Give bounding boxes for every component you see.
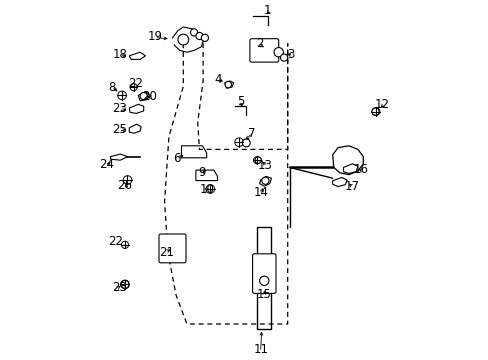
FancyBboxPatch shape: [159, 234, 185, 263]
Circle shape: [253, 157, 260, 164]
Circle shape: [178, 34, 188, 45]
Polygon shape: [129, 124, 141, 133]
Circle shape: [273, 48, 283, 57]
Text: 14: 14: [253, 186, 268, 199]
Polygon shape: [332, 177, 346, 186]
Text: 15: 15: [256, 288, 271, 301]
Circle shape: [130, 84, 137, 91]
Text: 5: 5: [237, 95, 244, 108]
Text: 18: 18: [113, 48, 127, 61]
Polygon shape: [129, 52, 145, 59]
Circle shape: [121, 280, 129, 289]
Text: 23: 23: [112, 102, 127, 115]
Text: 20: 20: [142, 90, 157, 103]
Circle shape: [280, 54, 287, 61]
Circle shape: [205, 185, 214, 193]
Polygon shape: [129, 104, 143, 113]
Text: 2: 2: [255, 37, 263, 50]
Text: 12: 12: [374, 98, 389, 111]
FancyBboxPatch shape: [252, 254, 275, 293]
Text: 1: 1: [264, 4, 271, 17]
Text: 21: 21: [159, 246, 174, 258]
Circle shape: [242, 139, 250, 147]
Circle shape: [196, 32, 203, 40]
Text: 7: 7: [247, 127, 255, 140]
Circle shape: [121, 241, 128, 248]
Text: 22: 22: [128, 77, 142, 90]
Circle shape: [371, 108, 378, 115]
Circle shape: [121, 280, 129, 288]
Polygon shape: [138, 92, 150, 101]
Circle shape: [140, 93, 147, 100]
Text: 6: 6: [173, 152, 180, 165]
Polygon shape: [224, 81, 233, 88]
Circle shape: [118, 91, 126, 100]
Text: 8: 8: [108, 81, 116, 94]
Text: 4: 4: [214, 73, 222, 86]
Circle shape: [123, 176, 132, 184]
Circle shape: [371, 108, 379, 116]
Polygon shape: [110, 154, 127, 160]
Polygon shape: [343, 164, 357, 174]
Circle shape: [261, 177, 268, 184]
Circle shape: [234, 138, 243, 147]
Text: 10: 10: [199, 183, 214, 196]
FancyBboxPatch shape: [249, 39, 278, 62]
Text: 24: 24: [99, 158, 114, 171]
Circle shape: [224, 81, 231, 88]
Circle shape: [190, 29, 197, 36]
Text: 13: 13: [257, 159, 272, 172]
Polygon shape: [259, 176, 271, 186]
Text: 26: 26: [117, 179, 132, 192]
Circle shape: [201, 34, 208, 41]
Text: 3: 3: [287, 48, 294, 60]
Text: 23: 23: [112, 281, 127, 294]
Circle shape: [259, 276, 268, 285]
Text: 22: 22: [108, 235, 123, 248]
Circle shape: [254, 157, 261, 163]
Text: 16: 16: [353, 163, 368, 176]
Text: 25: 25: [112, 123, 127, 136]
Text: 9: 9: [198, 166, 205, 179]
Text: 11: 11: [253, 343, 267, 356]
Text: 17: 17: [344, 180, 359, 193]
Text: 19: 19: [148, 30, 163, 43]
